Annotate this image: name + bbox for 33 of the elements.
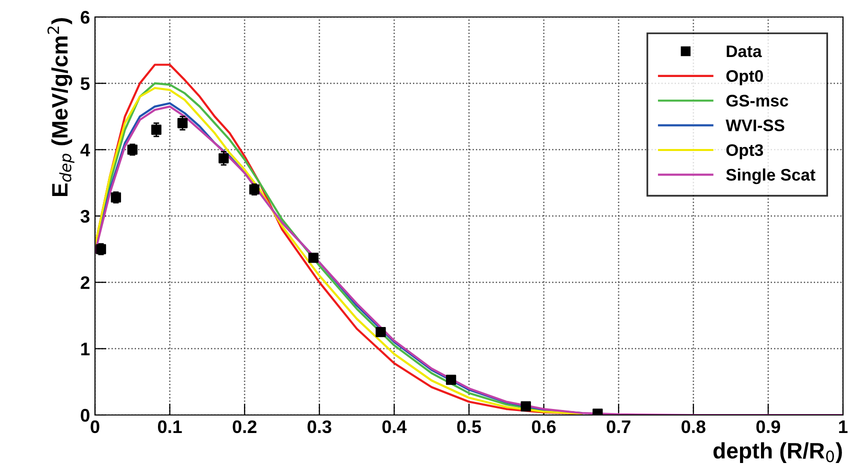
point bbox=[376, 326, 386, 338]
y-tick-label: 4 bbox=[80, 144, 90, 156]
x-tick-label: 0.2 bbox=[232, 420, 256, 434]
x-tick-label: 0.5 bbox=[457, 420, 482, 434]
legend-label: Data bbox=[726, 46, 762, 58]
point bbox=[151, 124, 162, 135]
x-tick-label: 0.7 bbox=[606, 420, 630, 434]
x-tick-label: 0.8 bbox=[682, 420, 706, 434]
x-tick-label: 1 bbox=[839, 420, 848, 433]
legend-label: WVI-SS bbox=[726, 120, 784, 132]
point bbox=[177, 118, 188, 128]
legend-label: GS-msc bbox=[726, 94, 788, 107]
point bbox=[446, 374, 456, 385]
y-tick-label: 5 bbox=[80, 77, 90, 90]
x-axis-title: depth (R/R$_{0}$) bbox=[713, 442, 842, 463]
x-tick-label: 0.3 bbox=[308, 420, 332, 434]
y-tick-label: 6 bbox=[80, 10, 90, 24]
x-tick-label: 0.6 bbox=[532, 420, 556, 434]
x-tick-label: 0.4 bbox=[382, 420, 407, 434]
point bbox=[520, 401, 531, 412]
legend-label: Single Scat bbox=[726, 168, 816, 184]
y-tick-label: 0 bbox=[80, 408, 90, 422]
x-tick-label: 0.9 bbox=[756, 420, 780, 434]
x-tick-label: 0.1 bbox=[158, 420, 182, 434]
legend-label: Opt3 bbox=[726, 144, 764, 160]
point bbox=[218, 153, 229, 164]
x-tick-label: 0 bbox=[90, 420, 100, 434]
y-axis-title: E$_{dep}$ (MeV/g/cm$^{2}$) bbox=[47, 18, 74, 196]
y-tick-label: 1 bbox=[81, 342, 90, 356]
y-tick-label: 3 bbox=[80, 210, 90, 223]
point bbox=[308, 252, 319, 263]
legend-label: Opt0 bbox=[726, 70, 763, 86]
y-tick-label: 2 bbox=[80, 276, 90, 289]
